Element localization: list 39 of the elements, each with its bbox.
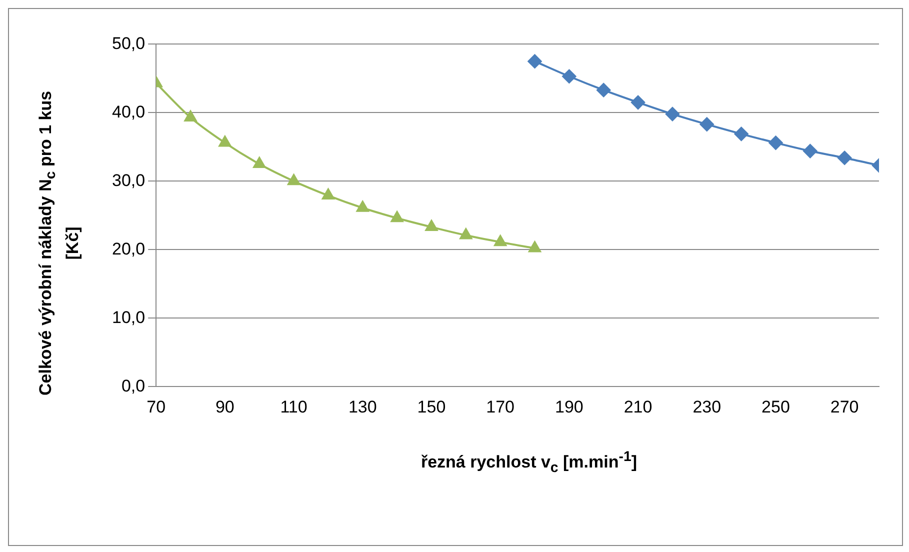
x-tick-label: 210 [624, 397, 652, 416]
x-tick-label: 270 [830, 397, 859, 416]
point [528, 241, 541, 252]
y-tick-label: 20,0 [112, 239, 146, 258]
point [734, 126, 748, 141]
point [528, 54, 542, 68]
point [356, 200, 369, 212]
x-tick-label: 190 [554, 397, 584, 416]
point [803, 144, 818, 158]
point [494, 235, 507, 246]
x-tick-label: 230 [692, 397, 722, 416]
x-tick-label: 170 [486, 397, 515, 416]
y-tick-label: 50,0 [112, 34, 146, 53]
x-tick-label: 90 [215, 397, 234, 416]
point [665, 107, 680, 122]
point [700, 117, 714, 132]
point [562, 69, 576, 84]
y-tick-label: 0,0 [121, 376, 146, 396]
x-tick-label: 130 [348, 397, 377, 416]
point [425, 220, 438, 232]
point [184, 110, 197, 122]
x-tick-label: 70 [146, 397, 166, 416]
point [322, 188, 334, 200]
point [631, 95, 646, 110]
y-tick-label: 10,0 [112, 308, 146, 327]
point [838, 150, 852, 165]
point [288, 174, 300, 186]
point [460, 228, 472, 240]
point [596, 83, 611, 98]
x-tick-label: 250 [762, 397, 790, 416]
point [253, 157, 266, 168]
point [768, 136, 783, 150]
x-tick-label: 110 [280, 397, 308, 416]
x-tick-label: 150 [417, 397, 446, 416]
point [390, 211, 404, 222]
point [218, 136, 232, 147]
y-tick-label: 40,0 [112, 102, 146, 122]
x-axis-title: řezná rychlost v$_{c}$ [m.min$^{-1}$] [420, 449, 638, 476]
y-tick-label: 30,0 [112, 170, 146, 190]
